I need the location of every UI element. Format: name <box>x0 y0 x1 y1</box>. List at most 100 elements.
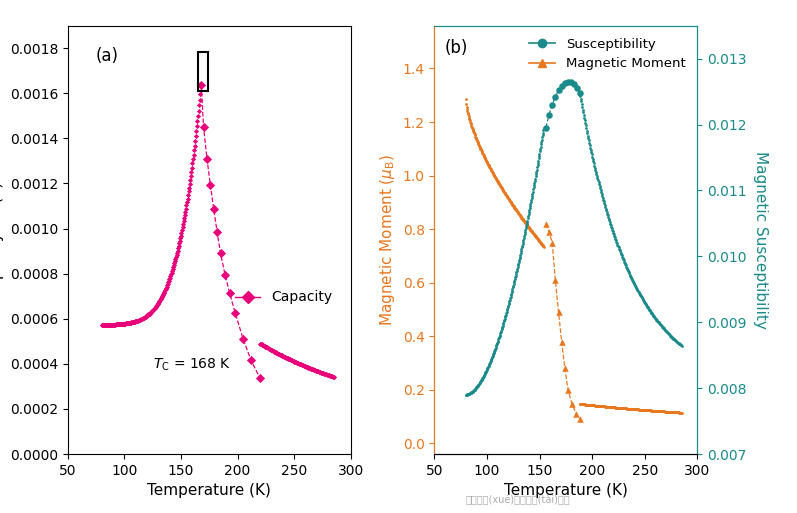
Point <box>502 195 515 203</box>
Point <box>478 153 491 162</box>
Point <box>472 140 485 148</box>
Point <box>618 260 631 268</box>
Point <box>663 330 676 339</box>
Point <box>510 267 523 275</box>
Point <box>534 145 547 153</box>
Point <box>659 326 672 334</box>
Point <box>97 321 110 329</box>
Point <box>528 183 540 191</box>
Point <box>521 222 534 230</box>
Point <box>477 150 489 158</box>
Point <box>461 390 474 399</box>
Point <box>641 406 654 415</box>
Point <box>585 401 598 409</box>
Point <box>580 401 593 409</box>
Point <box>207 205 220 213</box>
Point <box>514 212 527 220</box>
Point <box>489 345 501 353</box>
Point <box>158 288 171 296</box>
Point <box>511 263 524 271</box>
Point <box>103 321 116 329</box>
Point <box>512 208 524 216</box>
Point <box>286 357 299 365</box>
Point <box>615 404 628 412</box>
Point <box>653 319 665 327</box>
Point <box>644 406 657 415</box>
Point <box>496 323 508 331</box>
Point <box>595 402 608 410</box>
Point <box>632 287 645 295</box>
Point <box>501 308 513 316</box>
Point <box>485 356 497 364</box>
Point <box>281 354 294 363</box>
Point <box>518 217 531 225</box>
Point <box>576 106 589 114</box>
Legend: Susceptibility, Magnetic Moment: Susceptibility, Magnetic Moment <box>524 32 691 75</box>
Point <box>523 224 536 232</box>
Point <box>186 155 199 163</box>
Point <box>661 328 673 336</box>
Point <box>501 193 514 201</box>
Point <box>510 207 523 215</box>
Point <box>606 224 618 232</box>
Point <box>488 348 501 356</box>
Point <box>669 408 681 417</box>
Point <box>562 386 575 394</box>
Point <box>493 333 505 341</box>
Point <box>117 320 130 328</box>
Point <box>494 329 507 338</box>
Point <box>181 198 194 206</box>
Point <box>630 284 643 292</box>
Point <box>131 317 143 325</box>
Point <box>143 310 155 318</box>
Point <box>490 176 503 184</box>
Point <box>517 236 530 244</box>
Point <box>287 357 300 365</box>
Point <box>474 377 487 385</box>
Point <box>172 244 185 252</box>
Point <box>512 210 525 219</box>
Point <box>484 358 497 366</box>
Point <box>316 369 329 377</box>
Point <box>673 340 686 348</box>
Point <box>100 321 113 329</box>
Point <box>637 296 650 304</box>
Point <box>670 338 683 346</box>
Point <box>534 239 547 247</box>
Point <box>495 325 508 333</box>
Point <box>186 164 198 172</box>
Point <box>612 404 625 412</box>
Point <box>590 170 603 178</box>
Point <box>524 226 537 234</box>
Point <box>494 183 507 191</box>
Point <box>595 402 607 410</box>
Point <box>597 198 610 206</box>
Point <box>623 405 636 413</box>
Point <box>492 178 505 186</box>
Point <box>301 363 314 371</box>
Point <box>665 332 677 341</box>
Point <box>622 268 635 277</box>
Point <box>654 407 667 416</box>
Point <box>295 361 308 369</box>
Point <box>594 184 607 192</box>
Point <box>201 154 214 163</box>
Point <box>660 407 673 416</box>
Point <box>646 311 659 319</box>
Point <box>523 208 536 216</box>
Point <box>516 214 528 223</box>
Point <box>595 402 607 410</box>
Point <box>481 159 494 167</box>
Point <box>600 403 613 411</box>
Point <box>136 314 149 323</box>
Point <box>607 403 619 411</box>
Point <box>656 323 669 331</box>
Point <box>611 241 624 249</box>
Point <box>140 311 153 320</box>
Point <box>582 134 595 142</box>
Point <box>652 407 665 415</box>
Point <box>638 299 651 307</box>
Point <box>527 229 540 238</box>
Point <box>508 204 520 212</box>
Point <box>603 216 615 225</box>
